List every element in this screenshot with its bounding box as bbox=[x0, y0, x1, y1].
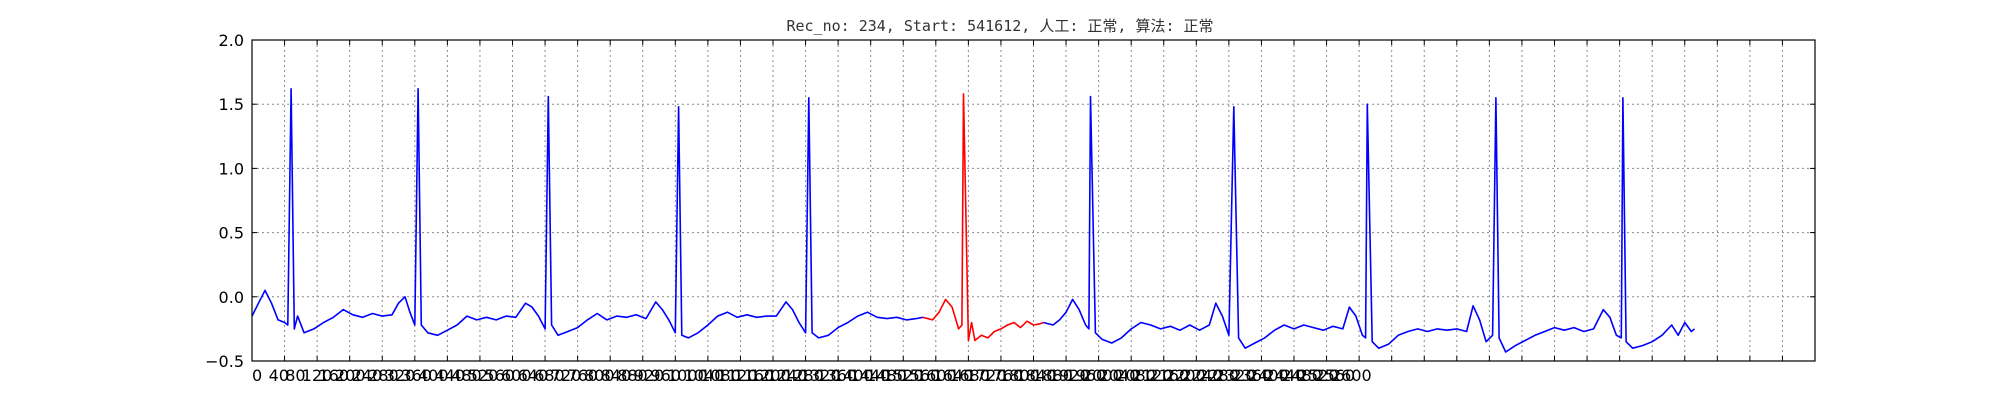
x-tick-label: 1520 bbox=[883, 366, 924, 385]
x-tick-label: 160 bbox=[318, 366, 349, 385]
x-tick-label: 2480 bbox=[1281, 366, 1322, 385]
ecg-series-line bbox=[251, 88, 923, 339]
x-tick-label: 1920 bbox=[1049, 366, 1090, 385]
x-tick-label: 920 bbox=[634, 366, 665, 385]
x-tick-label: 2600 bbox=[1331, 366, 1372, 385]
x-tick-label: 480 bbox=[451, 366, 482, 385]
y-tick-label: −0.5 bbox=[205, 352, 244, 371]
x-tick-label: 1960 bbox=[1065, 366, 1106, 385]
x-tick-label: 1840 bbox=[1016, 366, 1057, 385]
x-tick-label: 1080 bbox=[700, 366, 741, 385]
x-tick-label: 880 bbox=[617, 366, 648, 385]
axis-ticks bbox=[251, 39, 1816, 362]
x-tick-label: 2120 bbox=[1132, 366, 1173, 385]
x-tick-label: 2280 bbox=[1198, 366, 1239, 385]
x-tick-label: 800 bbox=[584, 366, 615, 385]
x-tick-label: 1200 bbox=[750, 366, 791, 385]
x-tick-label: 960 bbox=[650, 366, 681, 385]
x-tick-label: 80 bbox=[285, 366, 305, 385]
x-tick-label: 440 bbox=[435, 366, 466, 385]
x-tick-label: 840 bbox=[601, 366, 632, 385]
x-tick-label: 1000 bbox=[667, 366, 708, 385]
x-tick-label: 360 bbox=[401, 366, 432, 385]
x-tick-label: 1120 bbox=[717, 366, 758, 385]
x-tick-label: 2160 bbox=[1148, 366, 1189, 385]
x-tick-label: 1600 bbox=[916, 366, 957, 385]
x-tick-label: 1320 bbox=[800, 366, 841, 385]
x-tick-label: 640 bbox=[518, 366, 549, 385]
x-tick-label: 2440 bbox=[1265, 366, 1306, 385]
x-tick-label: 1560 bbox=[899, 366, 940, 385]
x-tick-label: 720 bbox=[551, 366, 582, 385]
x-tick-label: 2040 bbox=[1099, 366, 1140, 385]
x-tick-label: 40 bbox=[269, 366, 289, 385]
x-tick-label: 1680 bbox=[949, 366, 990, 385]
x-tick-label: 280 bbox=[368, 366, 399, 385]
x-tick-label: 2560 bbox=[1314, 366, 1355, 385]
x-tick-label: 760 bbox=[567, 366, 598, 385]
x-tick-label: 1800 bbox=[999, 366, 1040, 385]
x-tick-label: 1360 bbox=[816, 366, 857, 385]
x-tick-label: 680 bbox=[534, 366, 565, 385]
y-tick-label: 1.5 bbox=[219, 95, 244, 114]
x-axis-tick-labels: 0 408012016020024028032036040044048052056… bbox=[252, 366, 1372, 385]
x-tick-label: 2320 bbox=[1215, 366, 1256, 385]
y-tick-label: 2.0 bbox=[219, 31, 244, 50]
x-tick-label: 2200 bbox=[1165, 366, 1206, 385]
x-tick-label: 1040 bbox=[684, 366, 725, 385]
x-tick-label: 2400 bbox=[1248, 366, 1289, 385]
x-tick-label: 1720 bbox=[966, 366, 1007, 385]
ecg-signal bbox=[251, 88, 1696, 353]
x-tick-label: 120 bbox=[302, 366, 333, 385]
x-tick-label: 1160 bbox=[733, 366, 774, 385]
x-tick-label: 400 bbox=[418, 366, 449, 385]
x-tick-label: 2000 bbox=[1082, 366, 1123, 385]
x-tick-label: 600 bbox=[501, 366, 532, 385]
chart-title: Rec_no: 234, Start: 541612, 人工: 正常, 算法: … bbox=[786, 17, 1213, 35]
x-tick-label: 320 bbox=[385, 366, 416, 385]
x-tick-label: 0 bbox=[252, 366, 262, 385]
ecg-series-line bbox=[922, 93, 1044, 342]
x-tick-label: 1280 bbox=[783, 366, 824, 385]
y-tick-label: 1.0 bbox=[219, 159, 244, 178]
x-tick-label: 240 bbox=[352, 366, 383, 385]
x-tick-label: 1760 bbox=[982, 366, 1023, 385]
x-tick-label: 1240 bbox=[767, 366, 808, 385]
x-tick-label: 1640 bbox=[933, 366, 974, 385]
y-tick-label: 0.5 bbox=[219, 224, 244, 243]
ecg-series-line bbox=[1043, 95, 1696, 353]
x-tick-label: 2240 bbox=[1182, 366, 1223, 385]
grid-lines bbox=[251, 39, 1816, 362]
y-tick-label: 0.0 bbox=[219, 288, 244, 307]
y-axis-tick-labels: −0.5 0.0 0.5 1.0 1.5 2.0 bbox=[205, 31, 244, 371]
x-tick-label: 2520 bbox=[1298, 366, 1339, 385]
x-tick-label: 1400 bbox=[833, 366, 874, 385]
x-tick-label: 520 bbox=[468, 366, 499, 385]
x-tick-label: 560 bbox=[484, 366, 515, 385]
x-tick-label: 1440 bbox=[850, 366, 891, 385]
x-tick-label: 2360 bbox=[1231, 366, 1272, 385]
x-tick-label: 1480 bbox=[866, 366, 907, 385]
x-tick-label: 1880 bbox=[1032, 366, 1073, 385]
x-tick-label: 2080 bbox=[1115, 366, 1156, 385]
x-tick-label: 200 bbox=[335, 366, 366, 385]
